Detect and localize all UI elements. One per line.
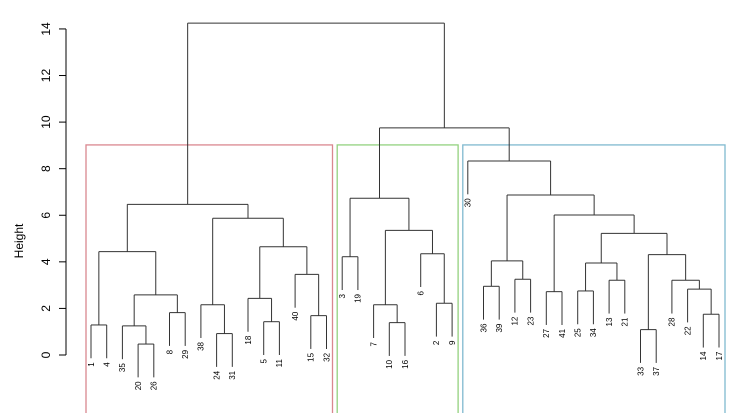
y-tick-label: 10: [39, 115, 53, 129]
leaf-label: 4: [102, 362, 111, 367]
leaf-label: 31: [228, 370, 237, 379]
y-tick-label: 2: [39, 305, 53, 312]
y-tick-label: 4: [39, 258, 53, 265]
leaf-label: 24: [212, 370, 221, 379]
leaf-label: 7: [369, 341, 378, 346]
leaf-label: 17: [715, 351, 724, 360]
leaf-label: 25: [574, 328, 583, 337]
leaf-label: 12: [511, 316, 520, 325]
y-axis: 0 2 4 6 8 10 12 14: [39, 22, 67, 358]
y-tick-label: 14: [39, 22, 53, 36]
leaf-label: 36: [479, 323, 488, 332]
leaf-label: 5: [260, 358, 269, 363]
leaf-label: 40: [291, 311, 300, 320]
leaf-label: 8: [165, 349, 174, 354]
leaf-label: 32: [322, 352, 331, 361]
leaf-label: 6: [417, 290, 426, 295]
y-tick-label: 8: [39, 165, 53, 172]
y-axis-label: Height: [12, 223, 26, 258]
cluster-rectangle: [336, 144, 459, 418]
cluster-rectangle: [462, 144, 726, 418]
leaf-label: 11: [275, 358, 284, 367]
leaf-label: 30: [464, 198, 473, 207]
leaf-label: 38: [197, 341, 206, 350]
leaf-label: 2: [432, 340, 441, 345]
leaf-label: 9: [448, 340, 457, 345]
leaf-label: 18: [244, 335, 253, 344]
leaf-label: 14: [699, 351, 708, 360]
leaf-label: 41: [558, 328, 567, 337]
y-tick-label: 12: [39, 69, 53, 83]
leaf-label: 15: [307, 352, 316, 361]
y-tick-label: 6: [39, 212, 53, 219]
leaf-label: 19: [354, 293, 363, 302]
leaf-label: 26: [150, 381, 159, 390]
leaf-label: 37: [652, 366, 661, 375]
leaf-label: 34: [589, 328, 598, 337]
leaf-label: 23: [526, 316, 535, 325]
leaf-label: 39: [495, 323, 504, 332]
y-tick-label: 0: [39, 351, 53, 358]
leaf-label: 1: [87, 362, 96, 367]
leaf-label: 3: [338, 293, 347, 298]
dendrogram-tree: [90, 22, 720, 378]
leaf-label: 21: [621, 317, 630, 326]
cluster-rectangles: [85, 144, 726, 418]
leaf-label: 20: [134, 381, 143, 390]
leaf-label: 13: [605, 317, 614, 326]
leaf-label: 27: [542, 328, 551, 337]
leaf-label: 22: [683, 326, 692, 335]
leaf-label: 16: [401, 359, 410, 368]
leaf-label: 29: [181, 349, 190, 358]
leaf-label: 35: [118, 363, 127, 372]
cluster-rectangle: [85, 144, 334, 418]
leaf-label: 28: [668, 317, 677, 326]
leaf-label: 33: [636, 366, 645, 375]
leaf-label: 10: [385, 359, 394, 368]
